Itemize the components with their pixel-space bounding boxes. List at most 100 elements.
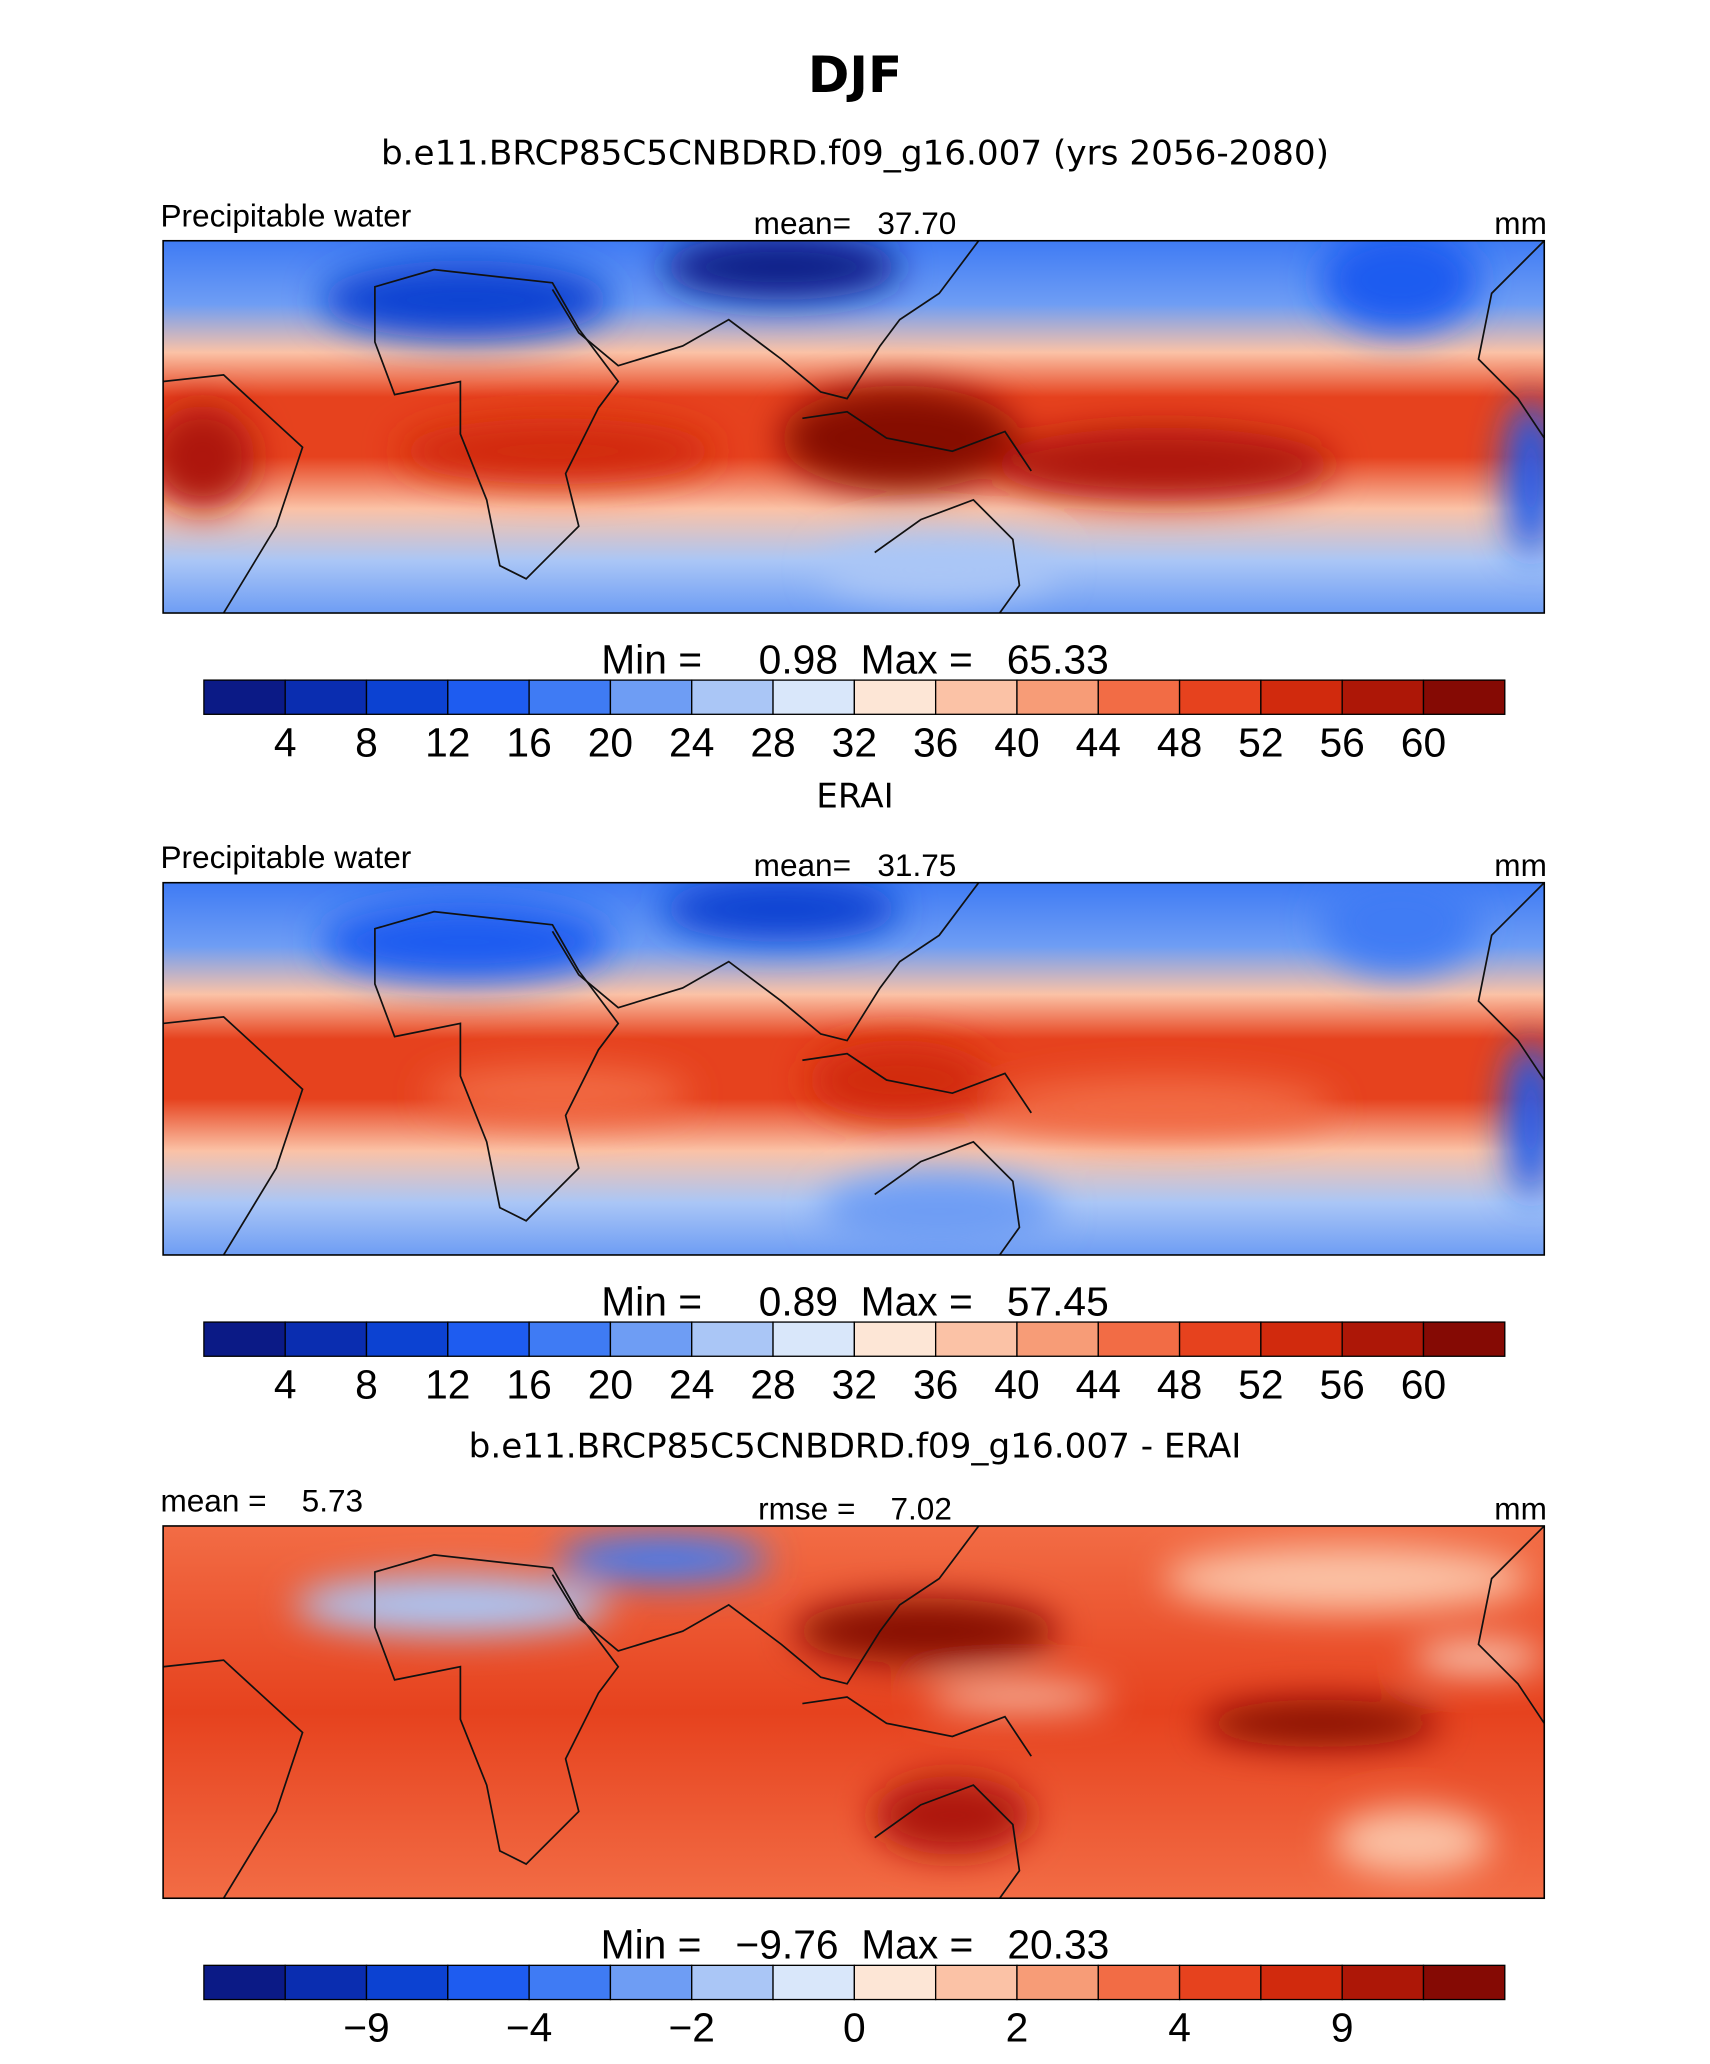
colorbar-label: 20 (588, 719, 633, 765)
field-patch (557, 1535, 769, 1583)
min-max-label: Min = −9.76 Max = 20.33 (601, 1922, 1110, 1968)
colorbar-box (772, 679, 855, 715)
field-patch (294, 1575, 611, 1634)
map-field (163, 1525, 1545, 1899)
colorbar-box (284, 1964, 368, 2001)
colorbar-label: 40 (994, 1361, 1039, 1407)
colorbar-box (1260, 679, 1343, 715)
colorbar-box (691, 1964, 774, 2001)
colorbar-label: 48 (1157, 1361, 1202, 1407)
panel-units: mm (1494, 205, 1547, 241)
coastline (551, 882, 980, 1042)
colorbar-box (447, 1321, 530, 1357)
colorbar-box (691, 1321, 774, 1357)
coastline (163, 374, 304, 614)
colorbar-label: 16 (506, 1361, 551, 1407)
colorbar-box (609, 1321, 693, 1357)
field-patch (1412, 1644, 1545, 1671)
coastline (874, 1140, 1021, 1255)
colorbar-box (853, 1321, 937, 1357)
colorbar-box (528, 1964, 612, 2001)
colorbar-box (1097, 1964, 1181, 2001)
colorbar-label: 4 (274, 1361, 297, 1407)
colorbar-label: 0 (843, 2005, 866, 2051)
colorbar-box (1341, 679, 1425, 715)
colorbar-box (1260, 1964, 1343, 2001)
colorbar-box (203, 1321, 286, 1357)
colorbar-box (284, 679, 368, 715)
map (162, 881, 1546, 1256)
colorbar-label: 9 (1331, 2005, 1354, 2051)
colorbar-box (772, 1321, 855, 1357)
coastline (874, 1784, 1021, 1899)
panel-left-label: Precipitable water (160, 839, 411, 875)
field-patch (662, 240, 900, 300)
colorbar-box (447, 1964, 530, 2001)
field-patch (926, 1686, 1111, 1708)
colorbar-label: 4 (1168, 2005, 1191, 2051)
colorbar-label: 36 (913, 719, 958, 765)
colorbar-box (365, 1321, 449, 1357)
colorbar-box (934, 1964, 1018, 2001)
colorbar-label: 32 (832, 1361, 877, 1407)
field-patch (1320, 240, 1479, 333)
field-patch (426, 1066, 690, 1120)
field-patch (1162, 1545, 1532, 1612)
colorbar-box (1097, 1321, 1181, 1357)
colorbar-box (284, 1321, 368, 1357)
field-patch (873, 1775, 1032, 1855)
map-frame (162, 1525, 1546, 1900)
colorbar-label: 28 (750, 719, 795, 765)
coastline (874, 498, 1021, 614)
colorbar-label: 8 (355, 719, 378, 765)
colorbar-box (1341, 1964, 1425, 2001)
colorbar-label: −2 (668, 2005, 714, 2051)
colorbar-box (447, 679, 530, 715)
colorbar-box (1178, 1964, 1262, 2001)
figure-title: DJF (808, 46, 902, 104)
colorbar-label: 12 (425, 1361, 470, 1407)
coastline (374, 910, 620, 1222)
min-max-label: Min = 0.98 Max = 65.33 (601, 637, 1109, 683)
panel-center-label: mean= 31.75 (754, 847, 957, 883)
map-frame (162, 881, 1546, 1256)
colorbar-label: 28 (750, 1361, 795, 1407)
colorbar-label: 32 (832, 719, 877, 765)
coastline (551, 240, 980, 400)
colorbar-label: −9 (343, 2005, 389, 2051)
field-patch (399, 418, 716, 485)
colorbar-box (1178, 1321, 1262, 1357)
colorbar-box (853, 679, 937, 715)
coastline (802, 410, 1032, 472)
colorbar-label: 56 (1320, 719, 1365, 765)
panel-left-label: mean = 5.73 (160, 1482, 363, 1518)
panel-title: b.e11.BRCP85C5CNBDRD.f09_g16.007 - ERAI (469, 1427, 1242, 1467)
field-patch (1333, 1808, 1492, 1875)
colorbar-box (1016, 679, 1099, 715)
colorbar-box (528, 679, 612, 715)
coastline (1477, 240, 1545, 439)
map-patterns (163, 240, 1545, 603)
map-patterns (320, 882, 1545, 1252)
colorbar-box (1422, 1321, 1506, 1357)
colorbar-label: 44 (1076, 1361, 1121, 1407)
colorbar-box (1422, 1964, 1506, 2001)
colorbar-label: 60 (1401, 1361, 1446, 1407)
colorbar-box (1422, 679, 1506, 715)
panel-title: ERAI (816, 777, 893, 817)
colorbar-box (203, 679, 286, 715)
colorbar-label: 60 (1401, 719, 1446, 765)
colorbar-label: 44 (1076, 719, 1121, 765)
map-field (163, 240, 1545, 614)
field-patch (820, 1172, 1058, 1252)
colorbar-label: 4 (274, 719, 297, 765)
colorbar-label: 48 (1157, 719, 1202, 765)
colorbar-box (772, 1964, 855, 2001)
colorbar-box (934, 679, 1018, 715)
colorbar-box (609, 1964, 693, 2001)
field-patch (794, 1598, 1058, 1665)
colorbar-box (934, 1321, 1018, 1357)
coastline (802, 1696, 1032, 1757)
panel-units: mm (1494, 847, 1547, 883)
